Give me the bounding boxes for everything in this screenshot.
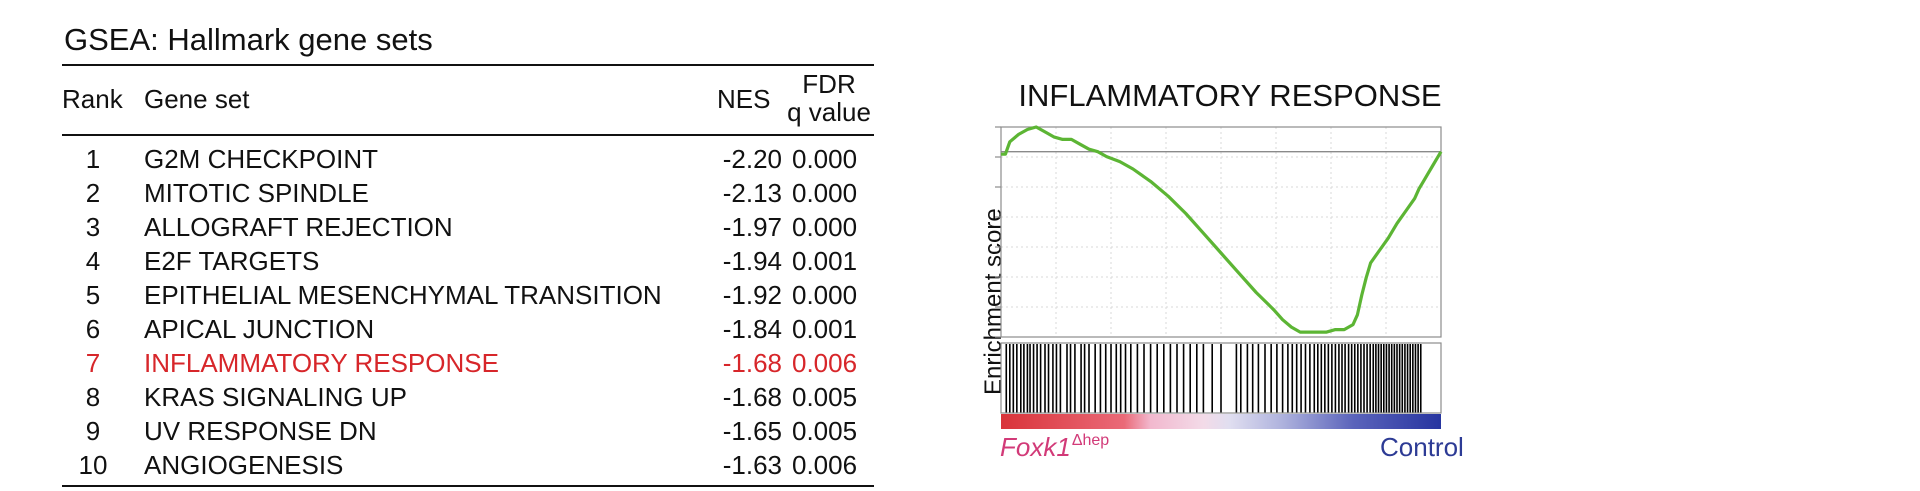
cell-rank: 9 <box>85 416 101 446</box>
es-grid <box>1001 127 1441 337</box>
cell-fdr: 0.000 <box>792 144 858 174</box>
cell-nes: -2.13 <box>722 178 782 208</box>
header-nes: NES <box>717 84 771 114</box>
cell-rank: 4 <box>85 246 101 276</box>
cell-fdr: 0.000 <box>792 178 858 208</box>
table-rule-top <box>62 64 874 66</box>
hit-barcode <box>1005 344 1422 413</box>
cell-nes: -1.65 <box>722 416 782 446</box>
cell-gene-set: MITOTIC SPINDLE <box>144 178 369 208</box>
table-row: 1 G2M CHECKPOINT -2.20 0.000 <box>62 142 874 176</box>
header-fdr-line1: FDR <box>802 69 856 99</box>
cell-nes: -2.20 <box>722 144 782 174</box>
cell-fdr: 0.006 <box>792 348 858 378</box>
cell-nes: -1.63 <box>722 450 782 480</box>
enrichment-plot-svg <box>995 125 1443 429</box>
legend-foxk1: Foxk1Δhep <box>1000 432 1109 463</box>
cell-nes: -1.68 <box>722 382 782 412</box>
cell-rank: 8 <box>85 382 101 412</box>
cell-fdr: 0.000 <box>792 280 858 310</box>
cell-fdr: 0.005 <box>792 416 858 446</box>
header-fdr: FDR q value <box>784 70 874 126</box>
cell-fdr: 0.000 <box>792 212 858 242</box>
legend-foxk1-text: Foxk1 <box>1000 432 1071 462</box>
cell-nes: -1.68 <box>722 348 782 378</box>
table-row: 8 KRAS SIGNALING UP -1.68 0.005 <box>62 380 874 414</box>
es-panel-frame <box>1000 126 1442 338</box>
rank-gradient-bar <box>1001 414 1441 429</box>
table-row-highlighted: 7 INFLAMMATORY RESPONSE -1.68 0.006 <box>62 346 874 380</box>
cell-gene-set: KRAS SIGNALING UP <box>144 382 407 412</box>
table-row: 10 ANGIOGENESIS -1.63 0.006 <box>62 448 874 482</box>
header-gene-set: Gene set <box>144 84 250 114</box>
cell-gene-set: ALLOGRAFT REJECTION <box>144 212 453 242</box>
cell-gene-set: UV RESPONSE DN <box>144 416 377 446</box>
table-row: 4 E2F TARGETS -1.94 0.001 <box>62 244 874 278</box>
cell-rank: 2 <box>85 178 101 208</box>
header-rank: Rank <box>62 84 123 114</box>
cell-nes: -1.94 <box>722 246 782 276</box>
cell-gene-set: INFLAMMATORY RESPONSE <box>144 348 499 378</box>
table-row: 5 EPITHELIAL MESENCHYMAL TRANSITION -1.9… <box>62 278 874 312</box>
cell-fdr: 0.006 <box>792 450 858 480</box>
cell-rank: 1 <box>85 144 101 174</box>
table-title: GSEA: Hallmark gene sets <box>64 22 433 57</box>
cell-nes: -1.92 <box>722 280 782 310</box>
cell-rank: 10 <box>78 450 108 480</box>
cell-nes: -1.97 <box>722 212 782 242</box>
cell-rank: 5 <box>85 280 101 310</box>
table-row: 6 APICAL JUNCTION -1.84 0.001 <box>62 312 874 346</box>
barcode-frame <box>1000 342 1442 414</box>
table-row: 2 MITOTIC SPINDLE -2.13 0.000 <box>62 176 874 210</box>
cell-fdr: 0.005 <box>792 382 858 412</box>
legend-foxk1-sup: Δhep <box>1071 432 1110 449</box>
cell-gene-set: ANGIOGENESIS <box>144 450 344 480</box>
header-fdr-line2: q value <box>787 97 871 127</box>
es-axis-ticks <box>995 126 1001 338</box>
cell-fdr: 0.001 <box>792 314 858 344</box>
table-rule-bottom <box>62 485 874 487</box>
legend-control: Control <box>1380 432 1464 462</box>
plot-title: INFLAMMATORY RESPONSE <box>1018 78 1442 113</box>
enrichment-plot: INFLAMMATORY RESPONSE Enrichment score F… <box>950 70 1510 480</box>
cell-gene-set: APICAL JUNCTION <box>144 314 375 344</box>
cell-nes: -1.84 <box>722 314 782 344</box>
table-row: 3 ALLOGRAFT REJECTION -1.97 0.000 <box>62 210 874 244</box>
cell-gene-set: G2M CHECKPOINT <box>144 144 379 174</box>
table-row: 9 UV RESPONSE DN -1.65 0.005 <box>62 414 874 448</box>
cell-rank: 7 <box>85 348 101 378</box>
table-rule-header <box>62 134 874 136</box>
cell-fdr: 0.001 <box>792 246 858 276</box>
cell-rank: 6 <box>85 314 101 344</box>
cell-gene-set: EPITHELIAL MESENCHYMAL TRANSITION <box>144 280 662 310</box>
cell-gene-set: E2F TARGETS <box>144 246 320 276</box>
cell-rank: 3 <box>85 212 101 242</box>
es-curve <box>1001 125 1443 334</box>
